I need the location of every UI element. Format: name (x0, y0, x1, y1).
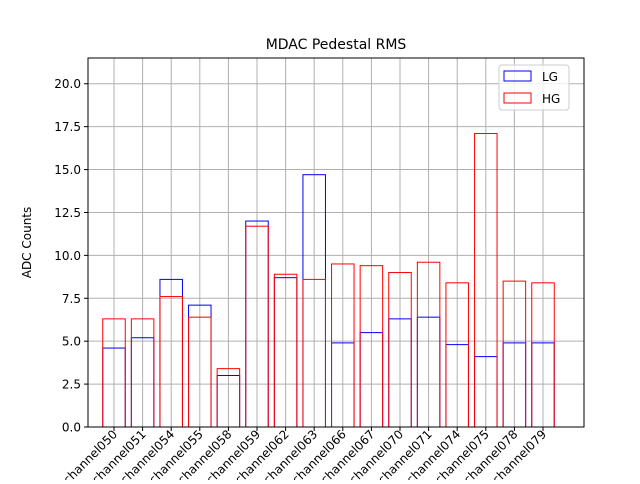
grid-lines (88, 58, 584, 428)
legend-box (498, 64, 570, 111)
plot-frame (87, 57, 585, 428)
y-tick-label: 0.0 (62, 421, 81, 435)
chart-title: MDAC Pedestal RMS (266, 37, 407, 53)
legend-swatch-hg (503, 92, 532, 104)
legend-swatch-lg (503, 70, 532, 82)
y-tick-label: 7.5 (62, 292, 81, 306)
legend-label-lg: LG (542, 70, 558, 84)
y-tick-label: 15.0 (54, 163, 81, 177)
y-tick-label: 17.5 (54, 120, 81, 134)
y-tick-label: 2.5 (62, 378, 81, 392)
y-tick-label: 20.0 (54, 77, 81, 91)
y-axis-label: ADC Counts (20, 207, 34, 279)
y-tick-label: 5.0 (62, 335, 81, 349)
legend-label-hg: HG (542, 92, 560, 106)
axes: 0.02.55.07.510.012.515.017.520.0channel0… (54, 77, 549, 484)
y-tick-label: 12.5 (54, 206, 81, 220)
y-tick-label: 10.0 (54, 249, 81, 263)
legend: LG HG (498, 64, 570, 111)
